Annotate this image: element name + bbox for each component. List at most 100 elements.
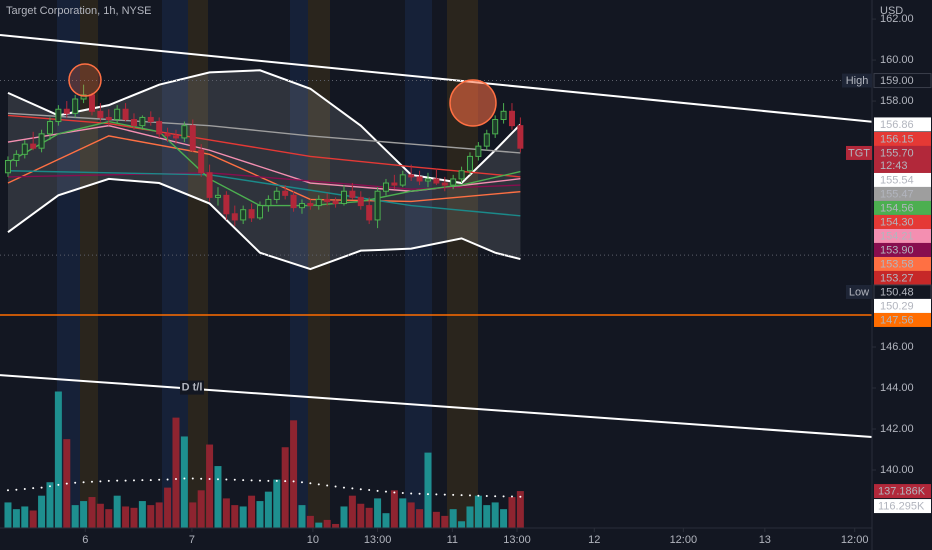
- candle-body: [492, 118, 499, 135]
- volume-bar: [239, 506, 247, 528]
- volume-bar: [441, 515, 449, 528]
- session-band: [405, 0, 432, 528]
- volume-bar: [474, 495, 482, 528]
- volume-ma-dot: [401, 492, 404, 494]
- volume-ma-dot: [32, 487, 35, 490]
- candle-body: [122, 108, 129, 120]
- candle-body: [88, 94, 95, 112]
- price-label-box: [874, 145, 931, 173]
- candle-body: [105, 116, 112, 120]
- plot-area: D t/l: [0, 34, 873, 528]
- x-tick-label: 12:00: [841, 534, 869, 546]
- x-tick-label: 7: [189, 534, 195, 546]
- volume-bar: [416, 509, 424, 528]
- price-label-box: [874, 242, 931, 257]
- candle-body: [399, 174, 406, 186]
- candle-body: [450, 178, 457, 186]
- volume-ma-dot: [502, 495, 505, 498]
- price-label: 150.48: [880, 286, 914, 298]
- volume-ma-dot: [342, 486, 345, 489]
- volume-bar: [483, 505, 491, 528]
- volume-bar: [424, 452, 432, 528]
- candle-body: [223, 194, 230, 215]
- volume-bar: [399, 498, 407, 528]
- volume-ma-dot: [468, 494, 471, 497]
- volume-ma-dot: [275, 479, 278, 482]
- y-tick-label: 144.00: [880, 382, 914, 394]
- volume-bar: [197, 490, 205, 528]
- volume-bar: [374, 498, 382, 528]
- candle-body: [332, 200, 339, 205]
- volume-bar: [365, 507, 373, 528]
- candle-body: [231, 213, 238, 221]
- candle-body: [38, 133, 45, 149]
- x-tick-label: 12:00: [670, 534, 698, 546]
- countdown-label: 12:43: [880, 160, 908, 172]
- volume-ma-dot: [292, 480, 295, 483]
- volume-ma-dot: [225, 478, 228, 481]
- candle-body: [72, 98, 79, 114]
- volume-ma-dot: [519, 495, 522, 498]
- volume-ma-dot: [435, 493, 438, 496]
- indicator-line: [7, 172, 521, 190]
- volume-bar: [172, 417, 180, 528]
- volume-bar: [290, 420, 298, 528]
- volume-ma-dot: [284, 480, 287, 483]
- volume-bar: [390, 490, 398, 528]
- volume-bar: [516, 491, 524, 528]
- volume-ma-dot: [376, 489, 379, 492]
- volume-bar: [298, 505, 306, 528]
- price-label-box: [874, 228, 931, 243]
- volume-bar: [189, 502, 197, 528]
- price-label-box: [874, 214, 931, 229]
- volume-ma-dot: [141, 479, 144, 482]
- volume-ma-dot: [6, 489, 9, 492]
- volume-ma-dot: [183, 477, 186, 480]
- volume-ma-dot: [149, 479, 152, 482]
- price-tag: TGT: [848, 147, 870, 159]
- candle-body: [433, 178, 440, 184]
- candle-body: [382, 182, 389, 192]
- candle-body: [500, 110, 507, 120]
- volume-bar: [71, 505, 79, 528]
- y-tick-label: 142.00: [880, 423, 914, 435]
- volume-bar: [432, 511, 440, 528]
- candle-body: [21, 143, 28, 155]
- candle-body: [214, 194, 221, 198]
- trend-line: [0, 34, 873, 123]
- volume-label: 137.186K: [878, 485, 926, 497]
- volume-ma-dot: [317, 483, 320, 486]
- volume-ma-dot: [40, 486, 43, 489]
- price-label-box: [874, 117, 931, 132]
- volume-bar: [38, 495, 46, 528]
- volume-bar: [54, 391, 62, 528]
- volume-ma-dot: [82, 481, 85, 484]
- price-label: 154.21: [880, 230, 914, 242]
- volume-bar: [138, 501, 146, 528]
- candle-body: [391, 182, 398, 186]
- candle-body: [189, 125, 196, 151]
- y-tick-label: 158.00: [880, 95, 914, 107]
- volume-bar: [96, 503, 104, 528]
- volume-ma-dot: [494, 495, 497, 498]
- candle-body: [408, 174, 415, 178]
- price-label-box: [874, 131, 931, 146]
- candle-body: [13, 153, 20, 161]
- volume-bar: [348, 495, 356, 528]
- volume-ma-dot: [418, 492, 421, 495]
- session-band: [308, 0, 330, 528]
- x-tick-label: 11: [447, 534, 458, 546]
- volume-ma-dot: [410, 492, 413, 495]
- candle-body: [198, 149, 205, 174]
- chart-title: Target Corporation, 1h, NYSE: [6, 5, 152, 17]
- price-label: 155.70: [880, 147, 914, 159]
- volume-ma-dot: [384, 490, 387, 493]
- volume-bar: [147, 505, 155, 528]
- candle-body: [30, 143, 37, 149]
- price-label: 154.56: [880, 202, 914, 214]
- volume-bar: [340, 506, 348, 528]
- candle-body: [298, 203, 305, 209]
- candle-body: [181, 125, 188, 139]
- y-tick-label: 146.00: [880, 341, 914, 353]
- volume-ma-dot: [426, 493, 429, 496]
